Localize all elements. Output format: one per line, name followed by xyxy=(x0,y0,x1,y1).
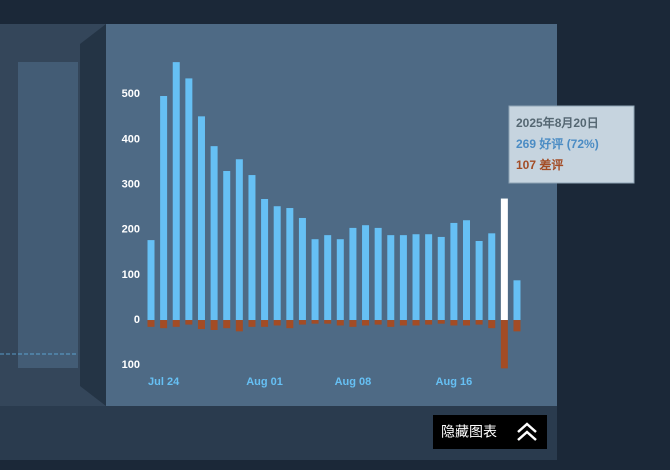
bar xyxy=(362,225,370,321)
bar xyxy=(500,198,508,321)
bar xyxy=(399,235,407,321)
bar xyxy=(311,239,319,321)
y-tick-label: 100 xyxy=(122,269,140,281)
y-tick-label: 500 xyxy=(122,88,140,100)
bar xyxy=(210,320,218,330)
bar xyxy=(172,62,180,321)
tooltip: 2025年8月20日 269 好评 (72%) 107 差评 xyxy=(508,105,635,184)
tooltip-date: 2025年8月20日 xyxy=(516,115,599,130)
tooltip-negative: 107 差评 xyxy=(516,157,563,172)
x-tick-label: Aug 01 xyxy=(246,376,283,388)
bar xyxy=(197,116,205,321)
bar xyxy=(425,320,433,325)
tooltip-positive: 269 好评 (72%) xyxy=(516,136,599,151)
bar xyxy=(286,320,294,329)
bar xyxy=(160,96,168,321)
bar xyxy=(185,78,193,321)
overview-selection xyxy=(18,62,78,368)
bar xyxy=(463,320,470,326)
bar xyxy=(488,233,496,321)
bar xyxy=(273,320,281,326)
tooltip-box xyxy=(508,105,635,184)
bar xyxy=(374,320,382,325)
bar xyxy=(311,320,319,324)
y-tick-label: 300 xyxy=(122,178,140,190)
bar xyxy=(437,320,445,324)
bar xyxy=(349,227,357,321)
bar xyxy=(261,198,269,321)
bar xyxy=(488,320,496,329)
bar xyxy=(298,320,306,325)
bar xyxy=(235,320,243,332)
bar xyxy=(273,206,281,321)
bar xyxy=(500,320,508,369)
y-tick-label: 100 xyxy=(122,359,140,371)
bar xyxy=(450,222,458,321)
bar xyxy=(248,320,256,327)
bar xyxy=(374,227,382,321)
x-tick-label: Aug 16 xyxy=(436,376,473,388)
bar xyxy=(412,234,420,321)
bar xyxy=(286,208,294,321)
y-tick-label: 400 xyxy=(122,133,140,145)
bar xyxy=(336,320,344,326)
bar xyxy=(425,234,433,321)
bar xyxy=(223,320,231,329)
bar xyxy=(475,241,483,321)
bar xyxy=(349,320,357,327)
bar xyxy=(185,320,193,325)
bar xyxy=(324,320,332,324)
bar xyxy=(463,220,470,321)
bar xyxy=(450,320,458,326)
chart-panel xyxy=(106,24,557,406)
bar xyxy=(324,235,332,321)
bar xyxy=(475,320,483,325)
y-tick-label: 200 xyxy=(122,224,140,236)
bar xyxy=(197,320,205,330)
bar xyxy=(223,170,231,321)
y-tick-label: 0 xyxy=(134,314,140,326)
bar xyxy=(387,235,395,321)
hide-chart-button[interactable]: 隐藏图表 xyxy=(433,415,547,449)
bar xyxy=(261,320,269,327)
bar xyxy=(336,239,344,321)
button-label[interactable]: 隐藏图表 xyxy=(441,424,497,440)
plot: 100 0 100 200 300 400 500 Jul 24 Aug 01 Aug 08 Aug… xyxy=(122,62,521,388)
x-tick-label: Jul 24 xyxy=(148,376,180,388)
bar xyxy=(387,320,395,327)
bar xyxy=(513,320,521,332)
bar xyxy=(362,320,370,326)
bar xyxy=(210,146,218,321)
bar xyxy=(399,320,407,326)
bar xyxy=(437,236,445,321)
bar xyxy=(248,175,256,321)
bar xyxy=(147,240,155,321)
bar xyxy=(147,320,155,327)
bar xyxy=(412,320,420,326)
bar xyxy=(160,320,168,329)
bar xyxy=(298,217,306,321)
bar xyxy=(235,159,243,321)
x-tick-label: Aug 08 xyxy=(335,376,372,388)
chevron-icon[interactable] xyxy=(517,422,537,441)
zoom-connector xyxy=(80,24,106,406)
bar xyxy=(513,280,521,321)
bar xyxy=(172,320,180,327)
